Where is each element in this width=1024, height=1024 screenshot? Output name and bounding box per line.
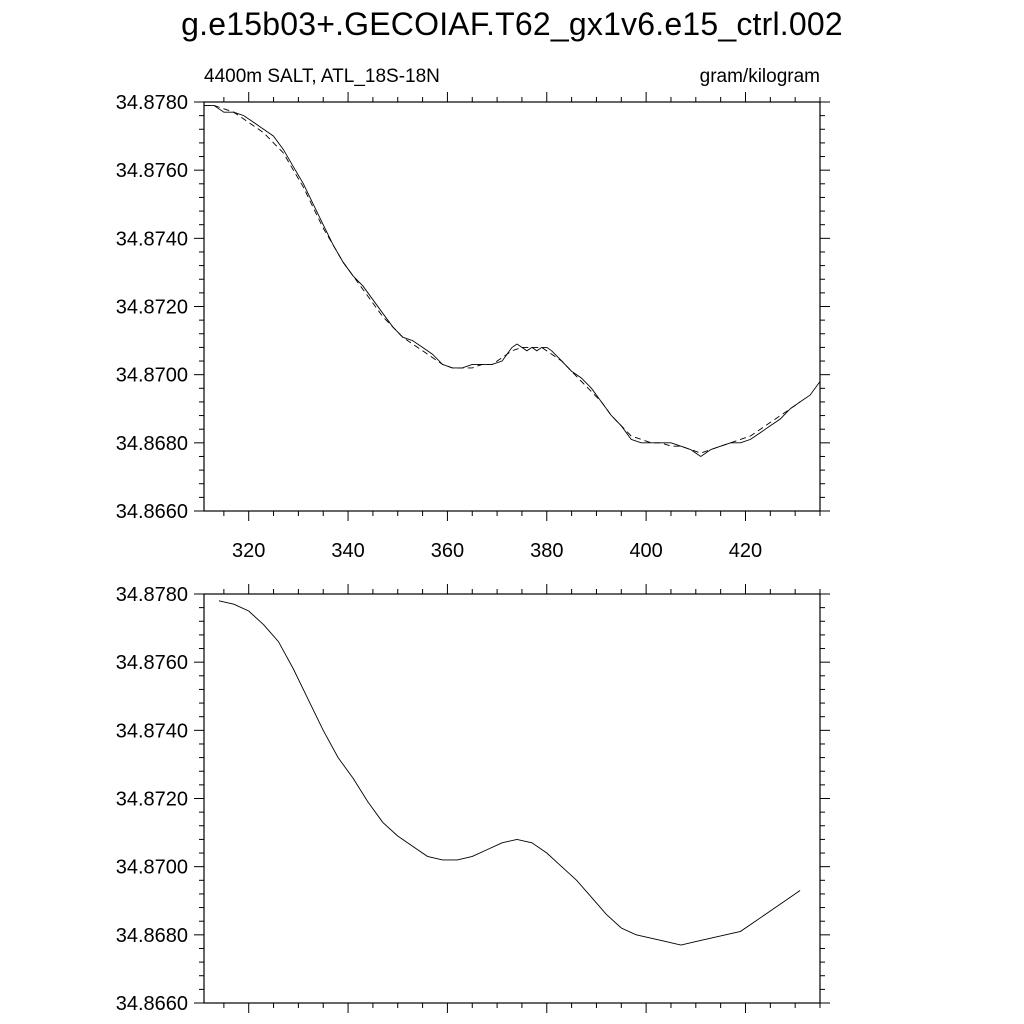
y-tick-label: 34.8680 [116, 433, 188, 455]
panel-2-plot: 34.8660 34.8680 34.8700 34.8720 34.8740 34.87… [116, 584, 830, 1015]
x-tick-label: 340 [331, 540, 364, 562]
y-tick-label: 34.8740 [116, 720, 188, 742]
x-tick-label: 400 [629, 540, 662, 562]
x-tick-label: 380 [530, 540, 563, 562]
series-line-dashed [204, 104, 801, 454]
y-tick-label: 34.8760 [116, 160, 188, 182]
panel-1-plot: 34.8660 34.8680 34.8700 34.8720 34.8740 34.87… [116, 92, 830, 562]
y-tick-label: 34.8660 [116, 993, 188, 1015]
y-tick-label: 34.8780 [116, 92, 188, 114]
y-tick-label: 34.8680 [116, 925, 188, 947]
y-tick-label: 34.8760 [116, 652, 188, 674]
y-tick-label: 34.8780 [116, 584, 188, 606]
plot-frame [203, 593, 821, 1004]
y-tick-label: 34.8700 [116, 857, 188, 879]
y-tick-label: 34.8660 [116, 501, 188, 523]
panel-1-left-label: 4400m SALT, ATL_18S-18N [204, 66, 440, 87]
series-line-solid [204, 104, 821, 458]
panel-1-right-label: gram/kilogram [700, 66, 820, 87]
x-tick-label: 420 [729, 540, 762, 562]
y-tick-label: 34.8720 [116, 789, 188, 811]
x-tick-label: 360 [431, 540, 464, 562]
y-tick-label: 34.8700 [116, 365, 188, 387]
y-tick-label: 34.8740 [116, 228, 188, 250]
plot-frame [203, 101, 821, 512]
y-tick-label: 34.8720 [116, 297, 188, 319]
series-line-solid [218, 600, 801, 946]
chart-title: g.e15b03+.GECOIAF.T62_gx1v6.e15_ctrl.002 [181, 6, 843, 42]
x-tick-label: 320 [232, 540, 265, 562]
